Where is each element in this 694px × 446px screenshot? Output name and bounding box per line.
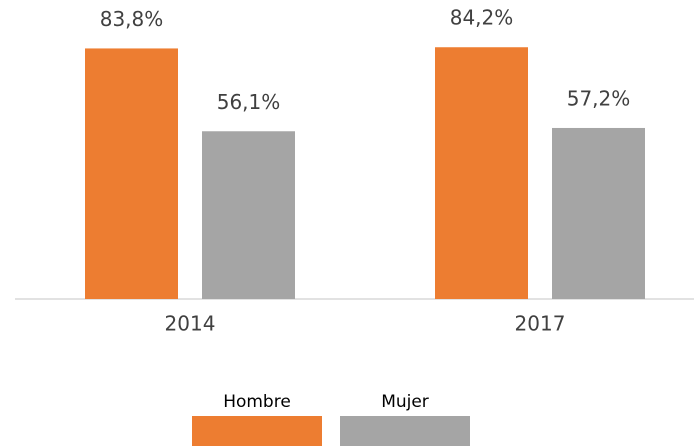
x-tick-label: 2017 — [515, 312, 566, 336]
legend-label: Mujer — [381, 392, 429, 412]
data-label: 57,2% — [567, 86, 631, 110]
data-label: 56,1% — [217, 90, 281, 114]
legend-swatch — [192, 416, 322, 446]
x-tick-label: 2014 — [165, 312, 216, 336]
data-label: 83,8% — [100, 7, 164, 31]
legend-swatch — [340, 416, 470, 446]
data-label: 84,2% — [450, 6, 514, 30]
legend-label: Hombre — [223, 392, 291, 412]
bar — [85, 48, 178, 299]
bar — [202, 131, 295, 299]
bar — [552, 127, 645, 299]
bar — [435, 47, 528, 299]
